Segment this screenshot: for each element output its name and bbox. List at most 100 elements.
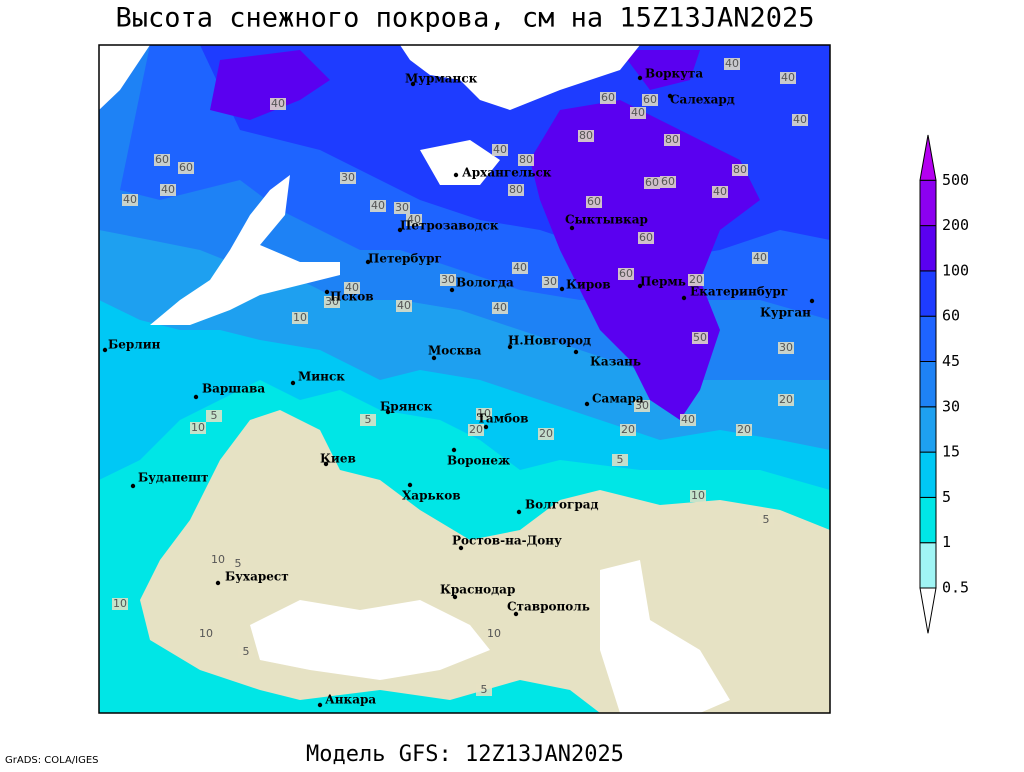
contour-label: 5 bbox=[243, 645, 250, 658]
contour-label-box bbox=[122, 194, 138, 206]
contour-label: 60 bbox=[639, 231, 653, 244]
contour-label: 10 bbox=[293, 311, 307, 324]
contour-label-box bbox=[492, 302, 508, 314]
contour-label: 5 bbox=[617, 453, 624, 466]
city-label: Салехард bbox=[670, 93, 735, 107]
city-label: Берлин bbox=[108, 338, 161, 352]
contour-label: 60 bbox=[643, 93, 657, 106]
contour-label: 20 bbox=[779, 393, 793, 406]
legend-swatch bbox=[919, 587, 937, 634]
contour-label-box bbox=[270, 98, 286, 110]
legend-label: 200 bbox=[942, 216, 969, 234]
contour-label-box bbox=[518, 154, 534, 166]
contour-label: 5 bbox=[235, 557, 242, 570]
contour-label-box bbox=[638, 232, 654, 244]
contour-label-box bbox=[492, 144, 508, 156]
city-label: Вологда bbox=[456, 276, 514, 290]
footer: Модель GFS: 12Z13JAN2025 bbox=[306, 742, 624, 767]
contour-label-box bbox=[688, 274, 704, 286]
legend-label: 5 bbox=[942, 488, 951, 506]
contour-label: 40 bbox=[781, 71, 795, 84]
city-label: Будапешт bbox=[138, 471, 208, 485]
city-dot bbox=[102, 347, 108, 353]
city-label: Ростов-на-Дону bbox=[452, 534, 562, 548]
legend-swatch bbox=[919, 225, 937, 272]
contour-label: 5 bbox=[211, 409, 218, 422]
contour-label: 80 bbox=[519, 153, 533, 166]
contour-label-box bbox=[396, 300, 412, 312]
contour-label-box bbox=[630, 107, 646, 119]
contour-label-box bbox=[340, 172, 356, 184]
city-dot bbox=[667, 93, 673, 99]
contour-label: 30 bbox=[441, 273, 455, 286]
contour-label: 10 bbox=[199, 627, 213, 640]
contour-label-box bbox=[508, 184, 524, 196]
legend-label: 30 bbox=[942, 397, 960, 415]
contour-label-box bbox=[618, 268, 634, 280]
contour-label-box bbox=[620, 424, 636, 436]
contour-label-box bbox=[712, 186, 728, 198]
city-dot bbox=[290, 380, 296, 386]
contour-label: 80 bbox=[733, 163, 747, 176]
city-dot bbox=[483, 424, 489, 430]
city-label: Самара bbox=[592, 392, 644, 406]
contour-label: 40 bbox=[631, 106, 645, 119]
city-dot bbox=[451, 447, 457, 453]
city-dot bbox=[365, 259, 371, 265]
city-dot bbox=[573, 349, 579, 355]
legend-swatch bbox=[919, 134, 937, 181]
contour-label: 40 bbox=[271, 97, 285, 110]
legend-label: 100 bbox=[942, 261, 969, 279]
legend-label: 60 bbox=[942, 307, 960, 325]
contour-label: 40 bbox=[123, 193, 137, 206]
contour-label: 10 bbox=[477, 407, 491, 420]
contour-label-box bbox=[160, 184, 176, 196]
city-dot bbox=[324, 289, 330, 295]
city-dot bbox=[449, 287, 455, 293]
city-dot bbox=[513, 611, 519, 617]
city-label: Курган bbox=[760, 306, 811, 320]
snow-zone bbox=[210, 50, 760, 420]
contour-label: 60 bbox=[155, 153, 169, 166]
contour-label: 40 bbox=[725, 57, 739, 70]
contour-label: 30 bbox=[341, 171, 355, 184]
city-dot bbox=[507, 344, 513, 350]
city-label: Варшава bbox=[202, 382, 265, 396]
contour-label-box bbox=[324, 296, 340, 308]
city-dot bbox=[584, 401, 590, 407]
contour-label-box bbox=[634, 400, 650, 412]
contour-label: 40 bbox=[397, 299, 411, 312]
contour-label: 40 bbox=[493, 143, 507, 156]
legend-label: 0.5 bbox=[942, 579, 969, 597]
contour-label-box bbox=[360, 414, 376, 426]
contour-label: 20 bbox=[539, 427, 553, 440]
contour-label-box bbox=[724, 58, 740, 70]
contour-label: 40 bbox=[713, 185, 727, 198]
contour-label-box bbox=[198, 628, 214, 640]
city-label: Пермь bbox=[640, 275, 686, 289]
contour-label: 60 bbox=[587, 195, 601, 208]
contour-label-box bbox=[778, 342, 794, 354]
contour-label: 5 bbox=[481, 683, 488, 696]
city-label: Брянск bbox=[380, 400, 433, 414]
city-label: Н.Новгород bbox=[508, 334, 591, 348]
contour-label-box bbox=[154, 154, 170, 166]
contour-label-box bbox=[206, 410, 222, 422]
contour-label: 40 bbox=[407, 213, 421, 226]
legend-swatch bbox=[919, 406, 937, 453]
city-dot bbox=[130, 483, 136, 489]
contour-label: 40 bbox=[161, 183, 175, 196]
legend-label: 500 bbox=[942, 171, 969, 189]
contour-label: 10 bbox=[113, 597, 127, 610]
city-label: Псков bbox=[330, 290, 374, 304]
contour-label: 30 bbox=[543, 275, 557, 288]
city-dot bbox=[559, 286, 565, 292]
contour-label: 60 bbox=[661, 175, 675, 188]
legend-swatch bbox=[919, 496, 937, 544]
contour-label-box bbox=[538, 428, 554, 440]
contour-label-box bbox=[406, 214, 422, 226]
city-label: Воронеж bbox=[447, 454, 510, 468]
contour-label-box bbox=[344, 282, 360, 294]
contour-label: 20 bbox=[689, 273, 703, 286]
